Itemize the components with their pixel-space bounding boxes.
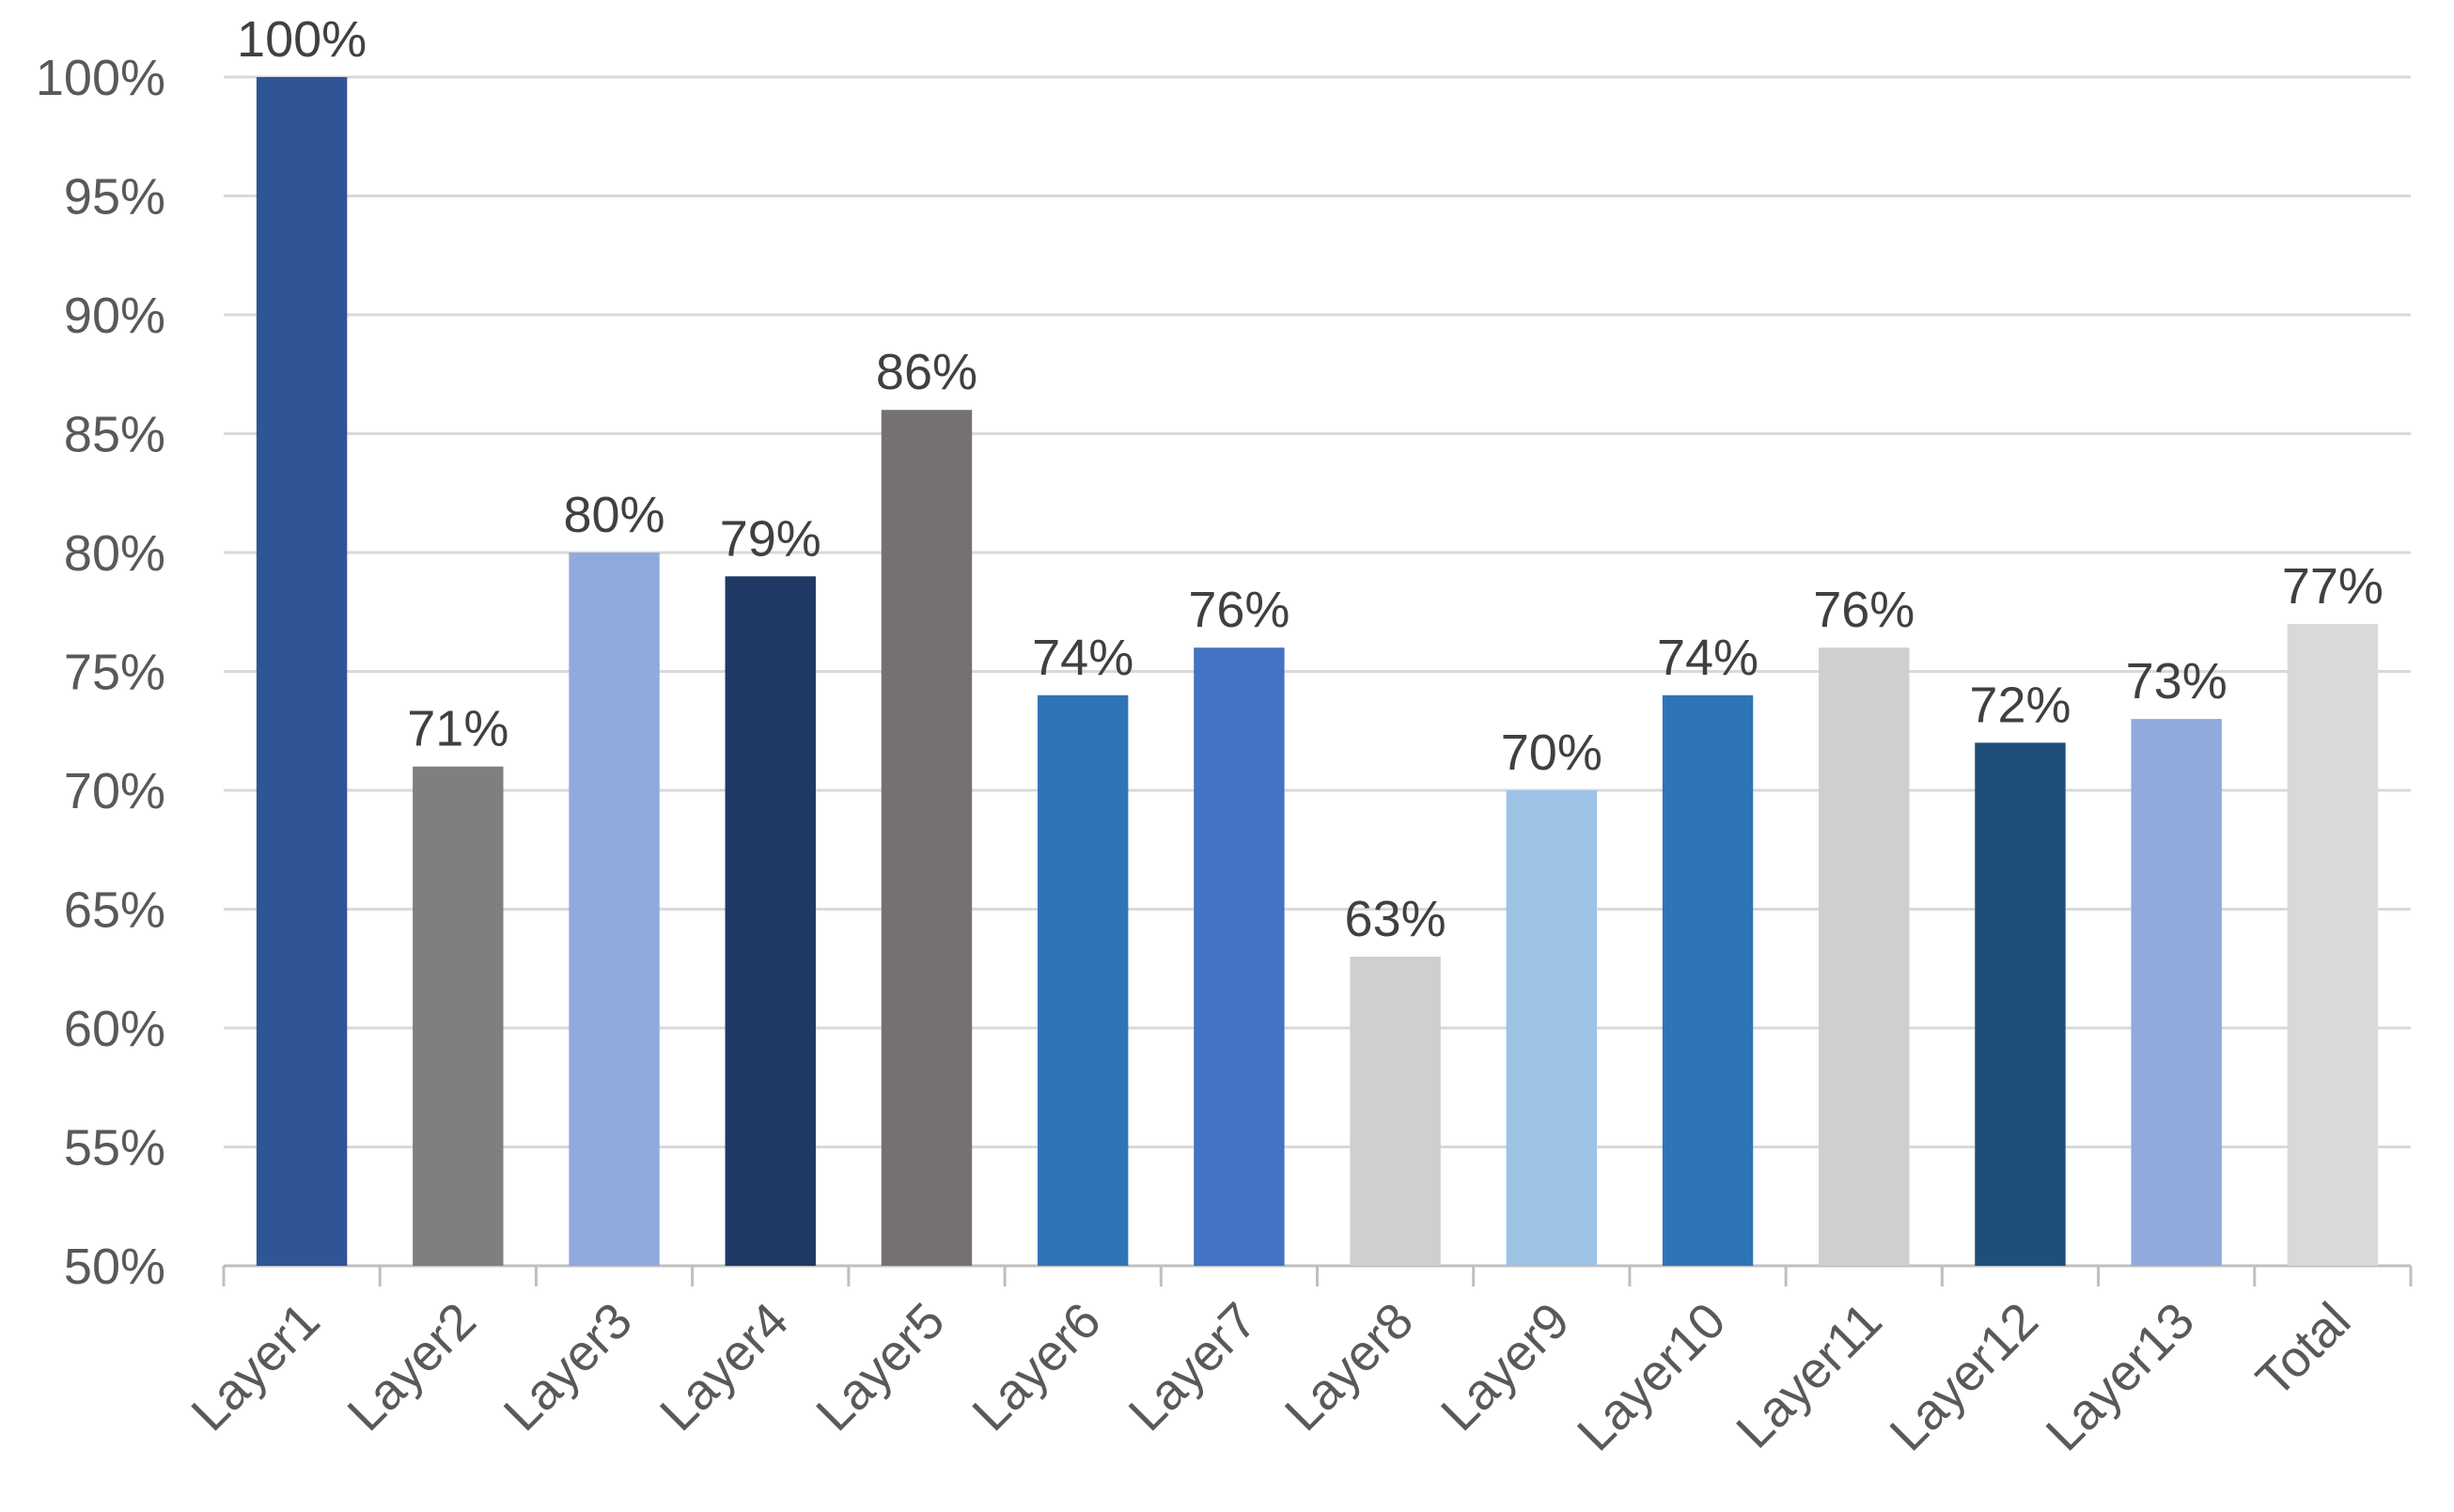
- y-tick-label: 70%: [64, 763, 165, 819]
- x-tick-label: Layer12: [1880, 1292, 2049, 1461]
- bar: [725, 576, 816, 1266]
- data-label: 71%: [407, 701, 508, 757]
- x-tick-label: Layer7: [1118, 1292, 1268, 1442]
- data-label: 86%: [876, 344, 977, 400]
- x-tick-label: Layer8: [1274, 1292, 1424, 1442]
- data-label: 77%: [2282, 558, 2384, 615]
- x-tick-label: Layer4: [649, 1292, 799, 1442]
- data-label: 70%: [1501, 725, 1602, 781]
- bar: [1037, 694, 1129, 1266]
- data-label: 73%: [2126, 653, 2227, 709]
- y-tick-label: 50%: [64, 1239, 165, 1295]
- data-label: 79%: [720, 510, 821, 567]
- bar: [2287, 623, 2379, 1266]
- y-tick-label: 60%: [64, 1001, 165, 1057]
- data-label: 74%: [1657, 630, 1758, 686]
- bar: [413, 766, 504, 1266]
- x-tick-label: Layer11: [1726, 1292, 1893, 1459]
- x-tick-label: Layer13: [2036, 1292, 2205, 1461]
- data-label: 76%: [1813, 582, 1915, 638]
- bar: [1350, 957, 1441, 1266]
- bar: [256, 77, 348, 1266]
- x-tick-label: Layer9: [1430, 1292, 1580, 1442]
- y-tick-label: 90%: [64, 288, 165, 344]
- bar: [569, 553, 660, 1266]
- y-tick-label: 80%: [64, 525, 165, 582]
- y-tick-label: 55%: [64, 1120, 165, 1177]
- data-label: 63%: [1345, 891, 1446, 947]
- y-tick-label: 95%: [64, 169, 165, 226]
- x-tick-label: Layer2: [337, 1292, 487, 1442]
- bar: [1662, 694, 1754, 1266]
- x-tick-label: Layer5: [805, 1292, 955, 1442]
- bar: [881, 410, 973, 1266]
- data-label: 100%: [237, 11, 367, 68]
- y-tick-label: 100%: [36, 50, 165, 106]
- bar: [1506, 790, 1598, 1266]
- x-tick-label: Total: [2245, 1292, 2361, 1408]
- y-tick-label: 75%: [64, 645, 165, 701]
- bar: [1194, 647, 1285, 1266]
- bar: [1819, 647, 1910, 1266]
- x-tick-label: Layer1: [180, 1292, 330, 1442]
- data-label: 74%: [1032, 630, 1133, 686]
- bar: [2131, 719, 2222, 1266]
- y-tick-label: 65%: [64, 882, 165, 939]
- data-label: 76%: [1188, 582, 1290, 638]
- x-tick-label: Layer6: [961, 1292, 1111, 1442]
- x-tick-label: Layer3: [493, 1292, 643, 1442]
- x-tick-label: Layer10: [1567, 1292, 1736, 1461]
- data-label: 80%: [563, 487, 664, 543]
- bar: [1975, 742, 2066, 1266]
- data-label: 72%: [1969, 677, 2071, 733]
- y-tick-label: 85%: [64, 407, 165, 463]
